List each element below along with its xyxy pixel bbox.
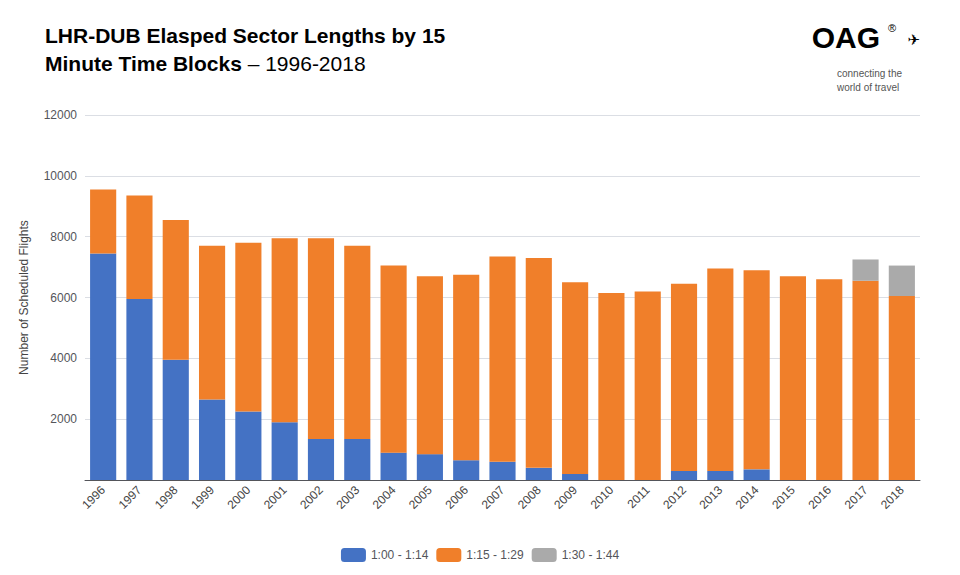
svg-text:connecting the: connecting the (837, 68, 902, 79)
svg-text:2010: 2010 (588, 483, 617, 512)
svg-text:2005: 2005 (406, 483, 435, 512)
svg-text:1997: 1997 (116, 483, 145, 512)
svg-text:2016: 2016 (805, 483, 834, 512)
svg-text:®: ® (888, 22, 896, 34)
svg-text:1996: 1996 (79, 483, 108, 512)
svg-text:2004: 2004 (370, 483, 399, 512)
svg-text:2003: 2003 (333, 483, 362, 512)
svg-text:1:00 - 1:14: 1:00 - 1:14 (371, 548, 429, 562)
svg-text:1:15 - 1:29: 1:15 - 1:29 (466, 548, 524, 562)
svg-text:2007: 2007 (479, 483, 508, 512)
svg-text:2012: 2012 (660, 483, 689, 512)
svg-text:LHR-DUB Elasped Sector Lengths: LHR-DUB Elasped Sector Lengths by 15 (45, 24, 446, 47)
svg-text:2018: 2018 (878, 483, 907, 512)
svg-text:2008: 2008 (515, 483, 544, 512)
svg-text:OAG: OAG (812, 21, 880, 54)
svg-text:12000: 12000 (44, 108, 78, 122)
svg-text:2009: 2009 (551, 483, 580, 512)
svg-text:2000: 2000 (225, 483, 254, 512)
svg-text:2013: 2013 (697, 483, 726, 512)
svg-text:10000: 10000 (44, 169, 78, 183)
svg-text:2006: 2006 (442, 483, 471, 512)
svg-text:2014: 2014 (733, 483, 762, 512)
svg-text:2017: 2017 (842, 483, 871, 512)
svg-text:2002: 2002 (297, 483, 326, 512)
svg-text:1:30 - 1:44: 1:30 - 1:44 (562, 548, 620, 562)
svg-text:6000: 6000 (50, 291, 77, 305)
svg-text:4000: 4000 (50, 351, 77, 365)
svg-text:✈: ✈ (907, 31, 920, 49)
svg-text:Minute Time Blocks: Minute Time Blocks (45, 52, 242, 75)
svg-text:1998: 1998 (152, 483, 181, 512)
svg-text:2001: 2001 (261, 483, 290, 512)
svg-text:Number of Scheduled Flights: Number of Scheduled Flights (17, 220, 31, 375)
svg-text:world of travel: world of travel (836, 82, 899, 93)
svg-text:1999: 1999 (188, 483, 217, 512)
svg-text:2015: 2015 (769, 483, 798, 512)
svg-text:2011: 2011 (625, 483, 653, 511)
svg-text:8000: 8000 (50, 230, 77, 244)
svg-text:2000: 2000 (50, 412, 77, 426)
svg-text:– 1996-2018: – 1996-2018 (242, 52, 366, 75)
